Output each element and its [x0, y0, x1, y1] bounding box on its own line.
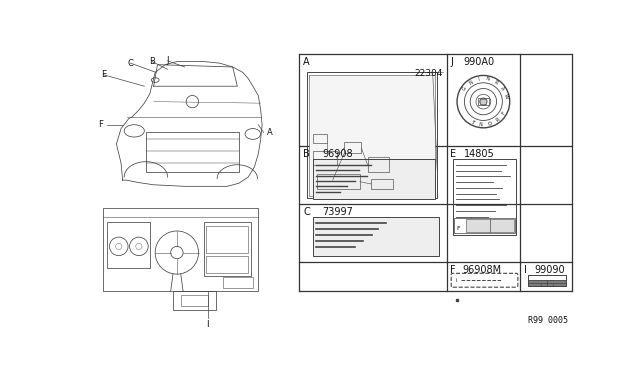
Bar — [180, 295, 208, 307]
Text: C: C — [127, 59, 133, 68]
Bar — [313, 217, 439, 256]
Text: E: E — [451, 150, 456, 159]
Bar — [466, 219, 490, 232]
Bar — [107, 222, 150, 268]
Text: A: A — [267, 128, 273, 137]
Text: E: E — [100, 70, 106, 79]
Bar — [313, 151, 337, 165]
Bar — [490, 219, 514, 232]
Text: 22304: 22304 — [414, 69, 443, 78]
Text: i: i — [455, 278, 456, 283]
Text: O: O — [487, 121, 492, 127]
Text: J: J — [451, 57, 453, 67]
Bar — [528, 275, 566, 280]
Text: F: F — [99, 120, 104, 129]
Bar — [367, 157, 389, 173]
Text: G: G — [461, 86, 467, 92]
Bar — [307, 73, 437, 198]
Bar — [344, 142, 362, 153]
Text: R99 0005: R99 0005 — [528, 316, 568, 325]
Text: I: I — [477, 76, 480, 81]
Text: F: F — [451, 265, 456, 275]
Text: T: T — [470, 119, 475, 125]
Text: 99090: 99090 — [534, 265, 564, 275]
Text: J: J — [166, 56, 169, 65]
Text: 96908: 96908 — [323, 150, 353, 159]
Text: 96908M: 96908M — [462, 265, 501, 275]
Bar — [146, 132, 239, 173]
Text: N: N — [468, 79, 474, 86]
Bar — [454, 218, 515, 232]
Bar — [478, 98, 489, 106]
Bar — [173, 291, 216, 310]
Bar — [103, 208, 259, 291]
Text: N: N — [479, 122, 483, 127]
Bar — [528, 275, 566, 286]
Text: F: F — [457, 226, 460, 231]
Text: W: W — [503, 93, 509, 99]
Bar — [452, 159, 516, 235]
Bar — [480, 99, 486, 104]
Text: C: C — [303, 207, 310, 217]
Text: B: B — [149, 57, 155, 66]
Bar — [206, 256, 248, 273]
Text: 14805: 14805 — [463, 150, 494, 159]
Text: R: R — [493, 79, 499, 85]
Bar — [309, 75, 435, 196]
Bar — [371, 179, 393, 189]
Bar — [313, 159, 435, 199]
Text: N: N — [486, 76, 490, 82]
Text: A: A — [499, 86, 506, 91]
Bar — [223, 277, 253, 288]
Text: F: F — [500, 111, 506, 116]
Bar — [204, 222, 250, 276]
Text: 990A0: 990A0 — [463, 57, 495, 67]
Text: R: R — [495, 117, 500, 123]
Text: 73997: 73997 — [323, 207, 353, 217]
Text: I: I — [524, 265, 527, 275]
Text: I: I — [207, 320, 209, 329]
Bar — [317, 174, 360, 189]
Text: A: A — [303, 57, 310, 67]
Text: B: B — [303, 150, 310, 159]
Bar — [313, 134, 327, 143]
Bar — [206, 226, 248, 253]
